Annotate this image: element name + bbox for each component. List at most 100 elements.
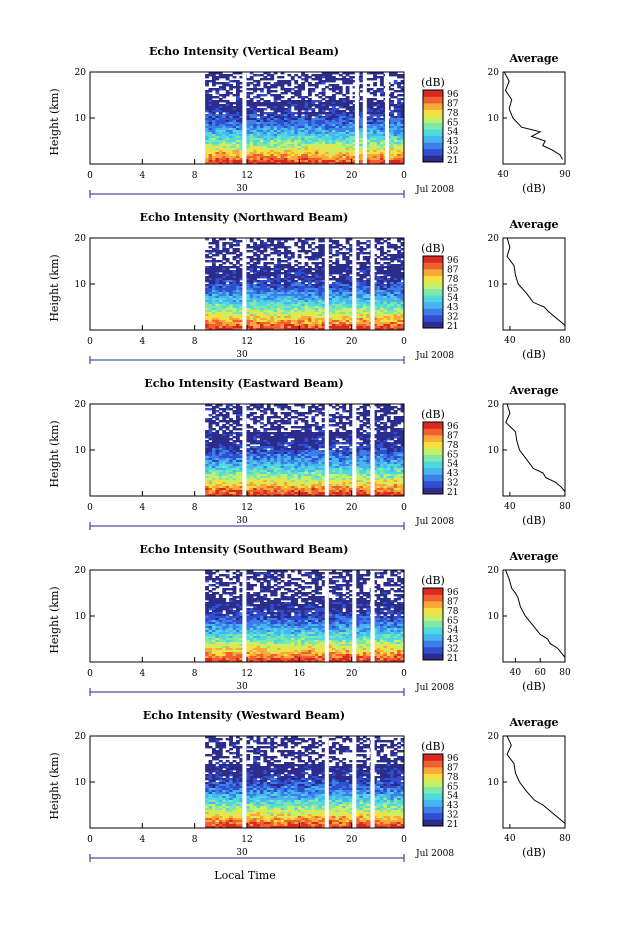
heatmap-cell [225,128,230,131]
heatmap-cell [208,110,213,113]
heatmap-cell [266,262,271,265]
heatmap-cell [359,318,364,321]
heatmap-cell [383,312,388,315]
heatmap-cell [349,250,353,253]
heatmap-cell [239,142,244,145]
heatmap-cell [256,238,261,241]
heatmap-cell [393,312,398,315]
heatmap-cell [393,130,398,133]
heatmap-cell [311,286,316,289]
colorbar-segment [423,321,443,329]
heatmap-cell [225,242,230,245]
heatmap-cell [215,104,220,107]
heatmap-cell [400,82,405,85]
heatmap-cell [283,420,288,423]
heatmap-cell [229,108,233,111]
heatmap-cell [249,266,254,269]
heatmap-cell [308,296,312,299]
heatmap-cell [386,418,391,421]
heatmap-cell [239,316,244,319]
heatmap-cell [235,240,240,243]
heatmap-cell [328,322,333,325]
heatmap-cell [366,98,371,101]
heatmap-cell [273,124,278,127]
heatmap-cell [335,328,340,331]
heatmap-cell [383,262,388,265]
heatmap-cell [332,312,336,315]
heatmap-cell [373,110,377,113]
heatmap-cell [311,118,316,121]
heatmap-cell [229,310,233,313]
heatmap-cell [290,162,295,165]
heatmap-cell [259,316,264,319]
heatmap-cell [277,134,281,137]
heatmap-cell [283,276,288,279]
heatmap-cell [397,124,401,127]
heatmap-cell [211,154,216,157]
heatmap-cell [266,106,271,109]
heatmap-cell [256,244,261,247]
heatmap-cell [208,296,213,299]
heatmap-cell [314,290,319,293]
heatmap-cell [338,102,343,105]
heatmap-cell [273,136,278,139]
heatmap-cell [215,106,220,109]
heatmap-cell [246,256,251,259]
heatmap-cell [362,274,367,277]
heatmap-cell [304,78,309,81]
heatmap-cell [318,128,323,131]
heatmap-cell [277,306,281,309]
heatmap-cell [253,74,257,77]
heatmap-cell [380,292,384,295]
heatmap-cell [393,320,398,323]
heatmap-cell [283,238,288,241]
heatmap-cell [222,320,227,323]
heatmap-cell [211,140,216,143]
heatmap-cell [373,102,377,105]
heatmap-cell [352,132,357,135]
heatmap-cell [318,296,323,299]
heatmap-cell [328,288,333,291]
heatmap-cell [215,82,220,85]
heatmap-cell [211,128,216,131]
heatmap-cell [239,428,244,431]
heatmap-cell [253,430,257,433]
heatmap-cell [256,300,261,303]
heatmap-cell [362,320,367,323]
heatmap-cell [400,252,405,255]
heatmap-cell [253,122,257,125]
heatmap-cell [342,128,347,131]
heatmap-cell [356,290,360,293]
heatmap-cell [373,300,377,303]
heatmap-cell [376,152,381,155]
heatmap-cell [338,150,343,153]
heatmap-cell [393,422,398,425]
heatmap-cell [280,140,285,143]
heatmap-cell [301,268,305,271]
heatmap-cell [318,246,323,249]
heatmap-cell [211,298,216,301]
heatmap-cell [205,122,209,125]
heatmap-cell [232,162,237,165]
heatmap-cell [270,118,275,121]
heatmap-cell [349,310,353,313]
heatmap-cell [321,412,326,415]
heatmap-cell [304,290,309,293]
heatmap-cell [393,288,398,291]
heatmap-cell [345,280,350,283]
heatmap-cell [301,266,305,269]
heatmap-cell [249,122,254,125]
heatmap-cell [239,118,244,121]
heatmap-cell [325,96,329,99]
heatmap-cell [321,254,326,257]
heatmap-cell [235,142,240,145]
heatmap-cell [259,142,264,145]
heatmap-cell [397,110,401,113]
heatmap-cell [390,292,395,295]
heatmap-cell [383,290,388,293]
heatmap-cell [273,286,278,289]
heatmap-cell [277,140,281,143]
heatmap-cell [280,298,285,301]
heatmap-cell [235,162,240,165]
heatmap-cell [283,158,288,161]
